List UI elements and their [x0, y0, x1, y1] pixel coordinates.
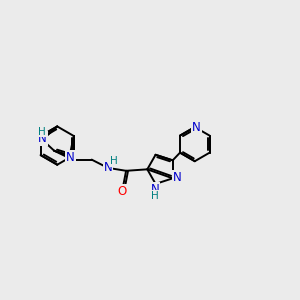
Text: H: H: [38, 127, 46, 136]
Text: N: N: [38, 132, 47, 145]
Text: N: N: [151, 183, 159, 196]
Text: N: N: [192, 121, 201, 134]
Text: N: N: [103, 161, 112, 174]
Text: N: N: [66, 151, 75, 164]
Text: H: H: [151, 191, 159, 201]
Text: O: O: [117, 185, 126, 198]
Text: N: N: [173, 171, 182, 184]
Text: H: H: [110, 156, 118, 167]
